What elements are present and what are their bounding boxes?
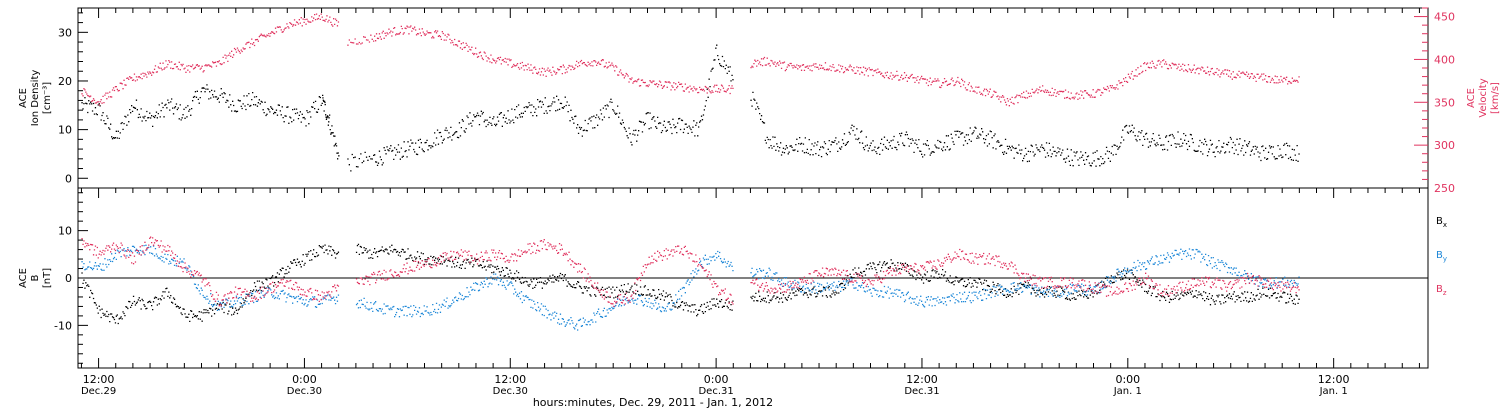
x-tick-label-date: Dec.31 bbox=[904, 386, 939, 397]
density-axis-label-line: Ion Density bbox=[30, 70, 41, 127]
series-bz-points bbox=[355, 239, 734, 308]
x-tick-label-date: Dec.30 bbox=[287, 386, 322, 397]
legend-bz: Bz bbox=[1436, 284, 1447, 297]
velocity-series-segment bbox=[750, 56, 1300, 107]
velocity-tick-label: 350 bbox=[1434, 96, 1455, 109]
density-series-points bbox=[81, 84, 340, 160]
density-axis-label: ACEIon Density[cm⁻³] bbox=[18, 70, 53, 127]
legend-by: By bbox=[1436, 250, 1447, 263]
series-bx-points bbox=[750, 259, 1300, 306]
x-tick-label-date: Dec.31 bbox=[698, 386, 733, 397]
velocity-series-points bbox=[750, 56, 1300, 107]
density-axis-label-line: [cm⁻³] bbox=[42, 82, 53, 114]
velocity-axis-label-line: Velocity bbox=[1478, 78, 1489, 117]
series-bz-points bbox=[81, 236, 340, 307]
b-tick-label: 0 bbox=[65, 272, 72, 285]
density-series-segment bbox=[81, 84, 340, 160]
x-tick-label-date: Dec.30 bbox=[493, 386, 528, 397]
top-panel-frame bbox=[77, 7, 1429, 189]
velocity-tick-label: 300 bbox=[1434, 139, 1455, 152]
velocity-axis-label: ACEVelocity[km/s] bbox=[1466, 78, 1500, 117]
series-bz-segment bbox=[81, 236, 340, 307]
x-tick-label-date: Jan. 1 bbox=[1319, 386, 1348, 397]
x-axis-title: hours:minutes, Dec. 29, 2011 - Jan. 1, 2… bbox=[533, 396, 773, 409]
series-by-segment bbox=[750, 248, 1300, 308]
velocity-series-segment bbox=[81, 13, 340, 106]
density-series bbox=[81, 44, 1300, 172]
x-tick-label-time: 12:00 bbox=[1318, 373, 1350, 386]
legend-subscript: z bbox=[1443, 289, 1447, 297]
density-series-segment bbox=[750, 91, 1300, 167]
x-tick-label-time: 12:00 bbox=[494, 373, 526, 386]
series-by-points bbox=[750, 248, 1300, 308]
velocity-axis-label-line: [km/s] bbox=[1490, 82, 1500, 114]
density-series-segment bbox=[347, 44, 734, 172]
x-tick-label-time: 0:00 bbox=[704, 373, 729, 386]
series-by-segment bbox=[81, 244, 340, 312]
density-series-points bbox=[750, 91, 1300, 167]
x-axis: 12:00Dec.290:00Dec.3012:00Dec.300:00Dec.… bbox=[80, 8, 1420, 397]
density-axis-label-line: ACE bbox=[18, 88, 29, 108]
density-tick-label: 20 bbox=[58, 75, 72, 88]
x-tick-label-date: Jan. 1 bbox=[1113, 386, 1142, 397]
series-by-points bbox=[355, 250, 734, 331]
velocity-series-points bbox=[347, 25, 734, 95]
series-bx bbox=[81, 243, 1300, 325]
series-bx-segment bbox=[81, 244, 340, 325]
series-bz-points bbox=[750, 248, 1300, 297]
velocity-tick-label: 400 bbox=[1434, 53, 1455, 66]
x-tick-label-time: 12:00 bbox=[906, 373, 938, 386]
series-bx-points bbox=[355, 243, 734, 317]
density-tick-label: 0 bbox=[65, 172, 72, 185]
series-bz-segment bbox=[355, 239, 734, 308]
velocity-series-segment bbox=[347, 25, 734, 95]
b-tick-label: 10 bbox=[58, 225, 72, 238]
x-tick-label-time: 12:00 bbox=[83, 373, 115, 386]
series-bz-segment bbox=[750, 248, 1300, 297]
x-tick-label-time: 0:00 bbox=[292, 373, 317, 386]
b-axis-label-line: [nT] bbox=[42, 268, 53, 288]
density-series-points bbox=[347, 44, 734, 172]
series-by-points bbox=[81, 244, 340, 312]
velocity-series bbox=[81, 13, 1300, 107]
velocity-axis-label-line: ACE bbox=[1466, 88, 1477, 108]
x-tick-label-date: Dec.29 bbox=[81, 386, 116, 397]
legend-bx: Bx bbox=[1436, 216, 1447, 229]
b-axis-label-line: B bbox=[30, 274, 41, 281]
x-tick-label-time: 0:00 bbox=[1115, 373, 1140, 386]
b-axis-label: ACEB[nT] bbox=[18, 268, 53, 288]
velocity-series-points bbox=[81, 13, 340, 106]
velocity-tick-label: 250 bbox=[1434, 182, 1455, 195]
series-bx-segment bbox=[355, 243, 734, 317]
density-tick-label: 10 bbox=[58, 124, 72, 137]
series-by-segment bbox=[355, 250, 734, 331]
series-bz bbox=[81, 236, 1300, 308]
legend-subscript: x bbox=[1443, 221, 1447, 229]
series-bx-points bbox=[81, 244, 340, 325]
b-tick-label: -10 bbox=[54, 319, 72, 332]
legend-subscript: y bbox=[1443, 255, 1447, 263]
series-bx-segment bbox=[750, 259, 1300, 306]
density-tick-label: 30 bbox=[58, 26, 72, 39]
velocity-tick-label: 450 bbox=[1434, 11, 1455, 24]
series-by bbox=[81, 244, 1300, 331]
b-axis-label-line: ACE bbox=[18, 268, 29, 288]
